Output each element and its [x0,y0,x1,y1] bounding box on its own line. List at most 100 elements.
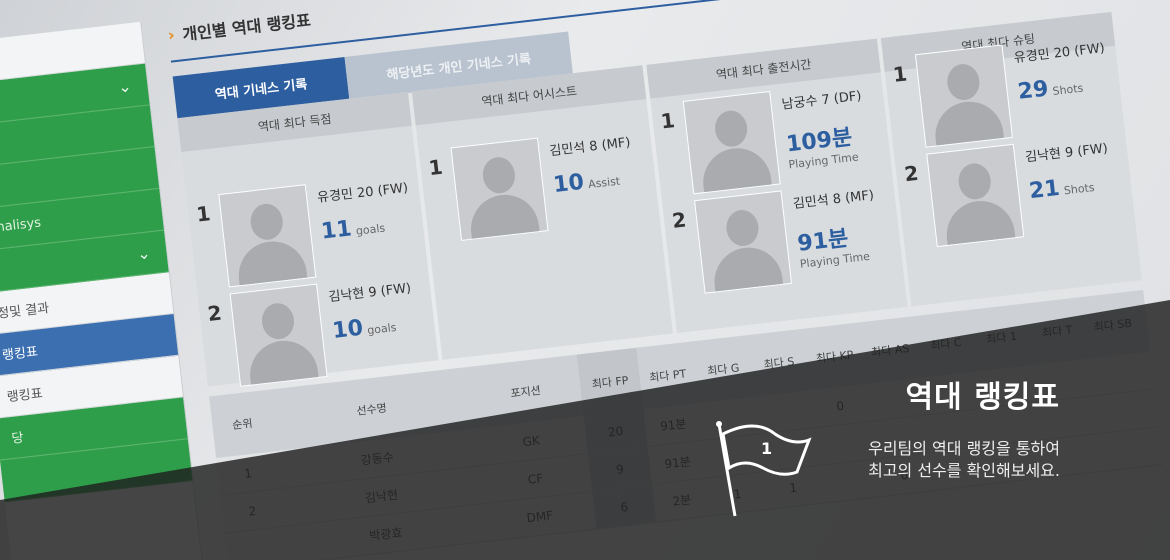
table-cell: 20 [583,409,648,453]
table-cell [988,459,1044,465]
record-entry: 2 김민석 8 (MF) 91분 Playing Time [670,180,883,296]
rank-number: 1 [659,108,677,134]
table-cell [928,427,984,433]
record-entry: 1 김민석 8 (MF) 10 Assist [427,127,640,243]
table-column-header[interactable]: 최다 1 [985,329,1018,346]
record-value: 11 goals [319,216,386,245]
table-cell: 2 [247,503,257,519]
record-entry: 2 김낙현 9 (FW) 21 Shots [902,133,1116,250]
table-column-header[interactable]: 최다 KP [815,347,854,365]
avatar-head-icon [724,208,761,248]
avatar-body-icon [467,191,541,241]
table-cell [821,478,877,484]
table-column-header[interactable]: 선수명 [355,400,388,418]
player-name: 김민석 8 (MF) [792,187,875,213]
record-card: 역대 최다 슈팅 1 유경민 20 (FW) 29 Shots 2 김낙현 9 (FW) 21… [880,11,1142,307]
table-cell [227,545,287,552]
player-photo-placeholder [914,44,1013,148]
table-cell: 0 [899,467,910,483]
table-column-header[interactable]: 포지션 [509,383,542,400]
table-cell: 1 [788,480,798,495]
player-info: 김낙현 9 (FW) 10 goals [327,273,416,344]
rank-number: 2 [206,300,223,327]
rank-number: 1 [427,154,444,181]
record-card: 역대 최다 어시스트 1 김민석 8 (MF) 10 Assist [411,65,673,360]
avatar-body-icon [710,244,785,294]
record-entry: 2 김낙현 9 (FW) 10 goals [206,273,420,390]
record-unit: Shots [1063,180,1096,198]
table-column-header[interactable]: 최다 S [762,354,795,371]
table-cell [924,390,980,396]
table-cell: GK [521,432,541,449]
sidebar-item-label: 랭킹표 [6,386,44,406]
player-name: 남궁수 7 (DF) [780,88,863,113]
avatar-head-icon [956,161,993,202]
table-column-header[interactable]: 최다 C [929,335,963,352]
player-info: 김민석 8 (MF) 91분 Playing Time [791,180,881,271]
table-column-header[interactable]: 순위 [231,416,254,432]
table-cell [868,396,924,402]
record-card: 역대 최다 출전시간 1 남궁수 7 (DF) 109분 Playing Time 2 김민… [646,38,908,334]
avatar-head-icon [713,108,750,149]
main-content: › 개인별 역대 랭킹표 ? 용어설명 역대 기네스 기록 해당년도 개인 기네… [166,0,1170,560]
chevron-down-icon: ⌄ [117,76,133,97]
player-info: 남궁수 7 (DF) 109분 Playing Time [780,81,869,172]
table-column-header[interactable]: 최다 SB [1093,316,1133,334]
record-entry: 1 남궁수 7 (DF) 109분 Playing Time [659,81,870,197]
player-info: 김민석 8 (MF) 10 Assist [548,127,636,198]
avatar-body-icon [699,144,773,195]
table-cell: 91분 [659,416,688,434]
table-cell [1099,446,1155,452]
table-column-header[interactable]: 최다 FP [576,347,644,417]
player-photo-placeholder [450,137,549,241]
avatar-head-icon [248,202,285,242]
avatar-body-icon [931,98,1006,148]
page-title-text: 개인별 역대 랭킹표 [181,10,312,45]
table-cell [932,465,988,471]
record-value: 29 Shots [1016,76,1084,105]
player-photo-placeholder [926,143,1025,248]
table-cell [984,421,1040,427]
table-cell [1039,415,1095,421]
sidebar-item-label: 랭킹표 [1,344,39,364]
player-name: 유경민 20 (FW) [1013,40,1106,67]
table-column-header[interactable]: 최다 PT [648,366,687,384]
rank-number: 1 [891,61,909,87]
page-title: › 개인별 역대 랭킹표 [167,7,312,47]
table-cell [757,409,813,415]
record-unit: Shots [1051,81,1084,98]
table-cell: 2분 [671,492,693,509]
table-cell [1091,371,1147,377]
avatar-head-icon [260,301,296,341]
record-unit: goals [366,320,398,338]
table-column-header[interactable]: 최다 G [706,360,741,378]
rank-number: 2 [903,160,920,187]
record-card: 역대 최다 득점 1 유경민 20 (FW) 11 goals 2 김낙현 9 (FW) 10… [177,91,439,390]
rank-number: 1 [195,201,212,227]
avatar-head-icon [480,155,517,195]
avatar-body-icon [235,237,309,288]
chevron-down-icon: ⌄ [136,243,152,264]
table-cell: 6 [592,484,657,529]
table-cell: 1 [243,465,253,481]
table-cell [817,440,873,446]
table-cell [761,447,817,453]
player-photo-placeholder [229,283,328,387]
table-column-header[interactable]: 최다 AS [870,341,910,359]
player-name: 김민석 8 (MF) [548,135,632,160]
player-photo-placeholder [218,184,317,288]
player-name: 유경민 20 (FW) [316,180,409,206]
rank-number: 2 [670,207,688,233]
record-value: 10 Assist [552,169,621,199]
chevron-right-icon: › [166,24,176,45]
player-info: 김낙현 9 (FW) 21 Shots [1024,133,1113,204]
table-cell: 1 [732,486,743,502]
table-column-header[interactable]: 최다 T [1041,322,1074,340]
table-cell: 91분 [663,454,692,472]
table-cell: CF [527,470,544,487]
table-cell [1044,453,1100,459]
table-cell [1035,377,1091,383]
table-cell: 9 [588,447,652,491]
